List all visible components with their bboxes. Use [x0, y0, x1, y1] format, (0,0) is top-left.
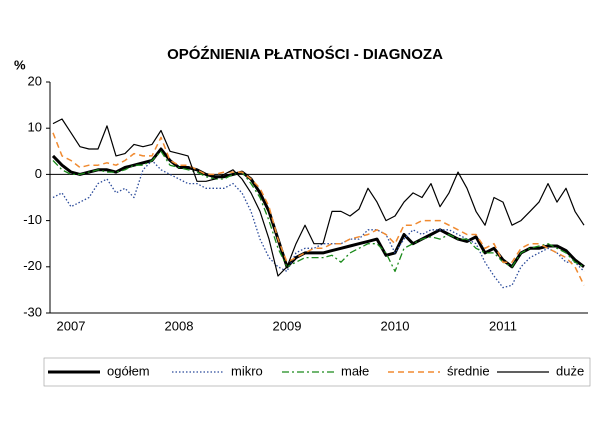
x-tick-label: 2008 — [165, 318, 194, 333]
chart-title: OPÓŹNIENIA PŁATNOŚCI - DIAGNOZA — [167, 45, 443, 63]
y-tick-label: -10 — [23, 212, 42, 227]
legend-label: duże — [556, 363, 584, 378]
series-line — [52, 132, 585, 286]
x-tick-label: 2010 — [381, 318, 410, 333]
legend-label: małe — [341, 363, 369, 378]
x-tick-label: 2009 — [273, 318, 302, 333]
legend-label: średnie — [447, 363, 490, 378]
series-line — [52, 150, 585, 273]
legend-label: mikro — [231, 363, 263, 378]
series-line — [52, 118, 585, 277]
series-line — [52, 159, 585, 289]
y-axis-label: % — [14, 57, 26, 72]
y-tick-label: 0 — [35, 166, 42, 181]
y-tick-label: 20 — [28, 73, 42, 88]
series-line — [51, 147, 585, 269]
legend-box — [43, 357, 591, 387]
x-tick-label: 2011 — [489, 318, 517, 333]
y-tick-label: -20 — [23, 258, 42, 273]
y-tick-label: -30 — [23, 304, 42, 319]
x-tick-label: 2007 — [57, 318, 86, 333]
legend-label: ogółem — [107, 363, 150, 378]
y-tick-label: 10 — [28, 120, 42, 135]
